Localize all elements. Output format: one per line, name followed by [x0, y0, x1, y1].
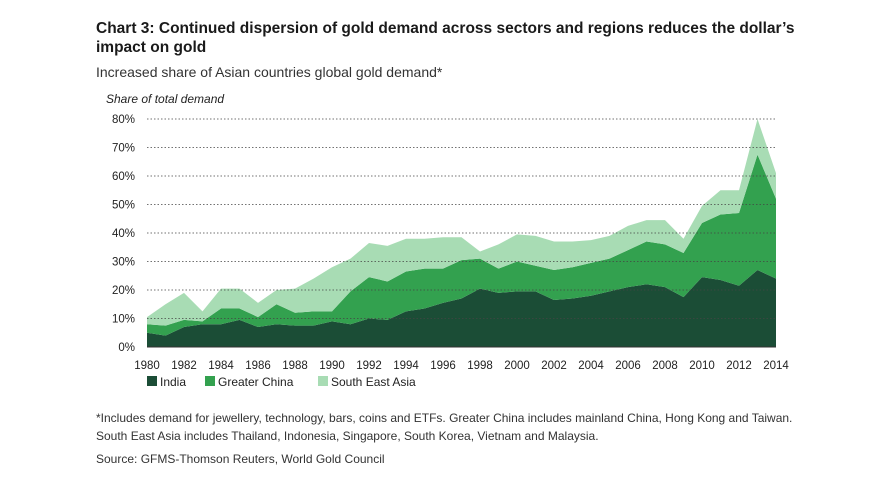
x-tick-label: 2012 [726, 360, 752, 372]
stacked-area-chart: Share of total demand 0% 10% 20% 30% 40% 50% 6… [106, 92, 789, 389]
x-tick-labels: 1980 1982 1984 1986 1988 1990 1992 1994 1996 1998… [134, 360, 789, 372]
x-tick-label: 1996 [430, 360, 456, 372]
y-tick-labels: 0% 10% 20% 30% 40% 50% 60% 70% 80% [112, 114, 135, 354]
y-tick-label: 60% [112, 171, 135, 183]
chart-source: Source: GFMS-Thomson Reuters, World Gold… [96, 452, 385, 466]
x-tick-label: 1990 [319, 360, 345, 372]
x-tick-label: 2010 [689, 360, 715, 372]
y-tick-label: 40% [112, 228, 135, 240]
legend-swatch-india [147, 376, 157, 386]
legend-swatch-greater-china [205, 376, 215, 386]
legend: India Greater China South East Asia [147, 375, 416, 389]
legend-swatch-south-east-asia [318, 376, 328, 386]
chart-footnote: *Includes demand for jewellery, technolo… [96, 411, 793, 443]
y-axis-title: Share of total demand [106, 92, 224, 106]
x-tick-label: 2008 [652, 360, 678, 372]
x-tick-label: 1994 [393, 360, 419, 372]
x-tick-label: 2004 [578, 360, 604, 372]
chart-title: Chart 3: Continued dispersion of gold de… [96, 20, 795, 56]
x-tick-label: 1984 [208, 360, 234, 372]
grid-layer [147, 118, 776, 348]
legend-label-south-east-asia: South East Asia [331, 375, 416, 389]
x-tick-label: 2014 [763, 360, 789, 372]
y-tick-label: 0% [118, 342, 135, 354]
y-tick-label: 50% [112, 200, 135, 212]
x-tick-label: 2002 [541, 360, 567, 372]
x-tick-label: 1998 [467, 360, 493, 372]
x-tick-label: 2000 [504, 360, 530, 372]
area-india [147, 270, 776, 347]
y-tick-label: 20% [112, 285, 135, 297]
y-tick-label: 30% [112, 257, 135, 269]
x-tick-label: 2006 [615, 360, 641, 372]
x-tick-label: 1992 [356, 360, 382, 372]
x-tick-label: 1980 [134, 360, 160, 372]
x-tick-label: 1982 [171, 360, 197, 372]
areas-layer [147, 119, 776, 347]
x-tick-label: 1986 [245, 360, 271, 372]
area-south-east-asia [147, 119, 776, 326]
y-tick-label: 70% [112, 143, 135, 155]
y-tick-label: 80% [112, 114, 135, 126]
x-tick-label: 1988 [282, 360, 308, 372]
legend-label-india: India [160, 375, 186, 389]
legend-label-greater-china: Greater China [218, 375, 294, 389]
area-greater-china [147, 154, 776, 336]
y-tick-label: 10% [112, 314, 135, 326]
chart-subtitle: Increased share of Asian countries globa… [96, 64, 443, 80]
